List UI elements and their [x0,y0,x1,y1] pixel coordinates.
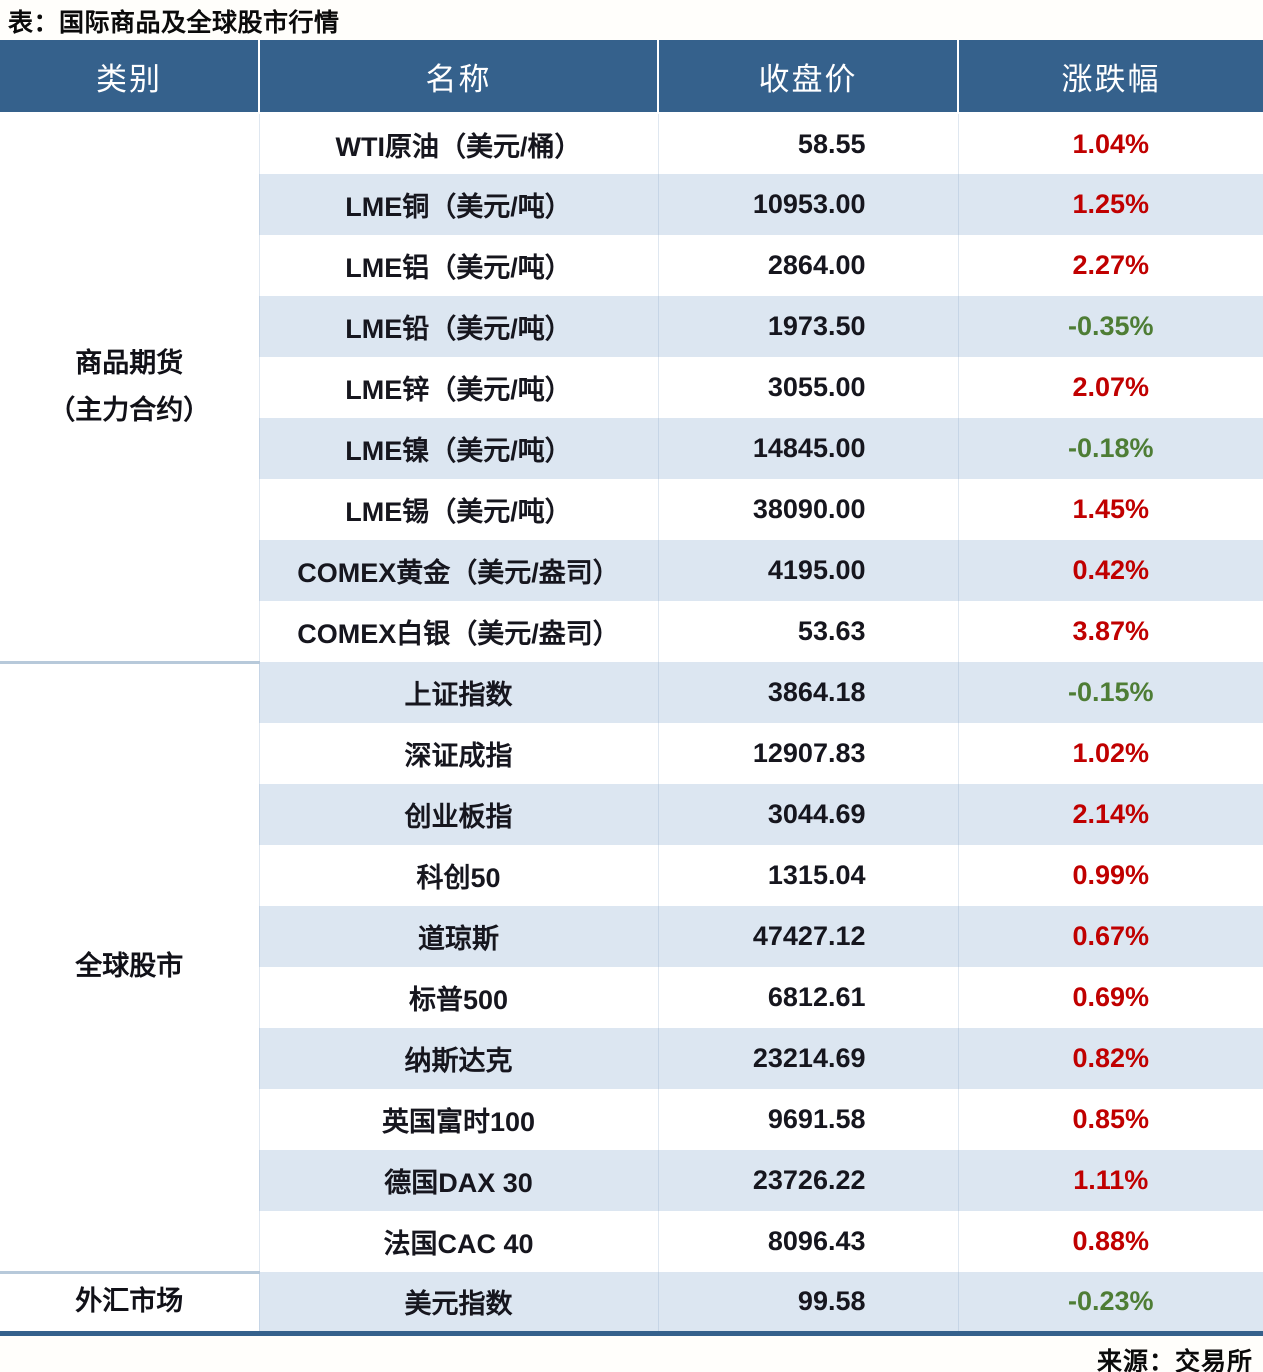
header-row: 类别 名称 收盘价 涨跌幅 [0,40,1263,114]
category-cell: 商品期货 （主力合约） [0,113,259,662]
change-percent-cell: 1.02% [957,723,1263,784]
close-price-cell: 99.58 [657,1272,958,1336]
table-row: 外汇市场 美元指数 99.58 -0.23% [0,1270,1263,1336]
column-header-name: 名称 [259,40,659,114]
table-row: LME铝（美元/吨） 2864.00 2.27% [0,235,1263,296]
instrument-name-cell: 科创50 [258,845,658,906]
close-price-cell: 10953.00 [657,174,958,235]
table-row: 纳斯达克 23214.69 0.82% [0,1028,1263,1089]
instrument-name-cell: 创业板指 [258,784,658,845]
category-cell: 全球股市 [0,660,259,1272]
close-price-cell: 1315.04 [657,845,958,906]
close-price-cell: 38090.00 [657,479,958,540]
instrument-name-cell: LME铝（美元/吨） [258,235,658,296]
change-percent-cell: 2.07% [957,357,1263,418]
source-note: 来源：交易所 [1096,1347,1253,1372]
instrument-name-cell: COMEX白银（美元/盎司） [258,601,658,662]
close-price-cell: 4195.00 [657,540,958,601]
close-price-cell: 3055.00 [657,357,958,418]
close-price-cell: 3864.18 [657,662,958,723]
table-row: 标普500 6812.61 0.69% [0,967,1263,1028]
category-label-line: 外汇市场 [75,1286,184,1317]
change-percent-cell: 1.11% [957,1150,1263,1211]
change-percent-cell: 3.87% [957,601,1263,662]
table-row: 德国DAX 30 23726.22 1.11% [0,1150,1263,1211]
category-label-line: （主力合约） [48,395,211,426]
instrument-name-cell: COMEX黄金（美元/盎司） [258,540,658,601]
market-quotes-table: 类别 名称 收盘价 涨跌幅 商品期货 （主力合约） WTI原油（美元/桶） 58.55… [0,40,1263,1336]
instrument-name-cell: LME铅（美元/吨） [258,296,658,357]
instrument-name-cell: 纳斯达克 [258,1028,658,1089]
instrument-name-cell: LME锡（美元/吨） [258,479,658,540]
instrument-name-cell: LME锌（美元/吨） [258,357,658,418]
instrument-name-cell: 美元指数 [258,1272,658,1336]
close-price-cell: 23214.69 [657,1028,958,1089]
column-header-category: 类别 [0,40,260,114]
table-header: 类别 名称 收盘价 涨跌幅 [0,40,1263,114]
table-row: 创业板指 3044.69 2.14% [0,784,1263,845]
change-percent-cell: 2.14% [957,784,1263,845]
category-label-line: 全球股市 [75,951,184,982]
table-row: 商品期货 （主力合约） WTI原油（美元/桶） 58.55 1.04% [0,113,1263,662]
table-row: 全球股市 上证指数 3864.18 -0.15% [0,660,1263,1272]
instrument-name-cell: 英国富时100 [258,1089,658,1150]
table-row: COMEX白银（美元/盎司） 53.63 3.87% [0,601,1263,662]
table-row: LME铜（美元/吨） 10953.00 1.25% [0,174,1263,235]
close-price-cell: 1973.50 [657,296,958,357]
change-percent-cell: -0.35% [957,296,1263,357]
change-percent-cell: 0.69% [957,967,1263,1028]
instrument-name-cell: 深证成指 [258,723,658,784]
close-price-cell: 53.63 [657,601,958,662]
category-cell: 外汇市场 [0,1270,259,1336]
instrument-name-cell: 标普500 [258,967,658,1028]
table-row: 科创50 1315.04 0.99% [0,845,1263,906]
table-row: COMEX黄金（美元/盎司） 4195.00 0.42% [0,540,1263,601]
instrument-name-cell: WTI原油（美元/桶） [258,113,658,174]
table-row: LME镍（美元/吨） 14845.00 -0.18% [0,418,1263,479]
change-percent-cell: 0.85% [957,1089,1263,1150]
table-row: LME铅（美元/吨） 1973.50 -0.35% [0,296,1263,357]
change-percent-cell: -0.18% [957,418,1263,479]
table-row: 道琼斯 47427.12 0.67% [0,906,1263,967]
instrument-name-cell: LME铜（美元/吨） [258,174,658,235]
close-price-cell: 47427.12 [657,906,958,967]
close-price-cell: 6812.61 [657,967,958,1028]
close-price-cell: 9691.58 [657,1089,958,1150]
column-header-change: 涨跌幅 [958,40,1263,114]
change-percent-cell: 1.45% [957,479,1263,540]
table-row: LME锌（美元/吨） 3055.00 2.07% [0,357,1263,418]
close-price-cell: 23726.22 [657,1150,958,1211]
instrument-name-cell: LME镍（美元/吨） [258,418,658,479]
instrument-name-cell: 法国CAC 40 [258,1211,658,1272]
change-percent-cell: -0.15% [957,662,1263,723]
change-percent-cell: 0.99% [957,845,1263,906]
close-price-cell: 2864.00 [657,235,958,296]
close-price-cell: 3044.69 [657,784,958,845]
page-title: 表：国际商品及全球股市行情 [8,9,340,37]
table-body: 商品期货 （主力合约） WTI原油（美元/桶） 58.55 1.04% LME铜（美元/吨… [0,113,1263,1336]
change-percent-cell: 2.27% [957,235,1263,296]
instrument-name-cell: 德国DAX 30 [258,1150,658,1211]
change-percent-cell: 1.25% [957,174,1263,235]
table-row: LME锡（美元/吨） 38090.00 1.45% [0,479,1263,540]
change-percent-cell: 0.42% [957,540,1263,601]
column-header-close: 收盘价 [658,40,959,114]
category-label-line: 商品期货 [75,348,184,378]
instrument-name-cell: 上证指数 [258,662,658,723]
close-price-cell: 12907.83 [657,723,958,784]
change-percent-cell: 0.88% [957,1211,1263,1272]
close-price-cell: 8096.43 [657,1211,958,1272]
change-percent-cell: 0.82% [957,1028,1263,1089]
instrument-name-cell: 道琼斯 [258,906,658,967]
change-percent-cell: 0.67% [957,906,1263,967]
table-row: 英国富时100 9691.58 0.85% [0,1089,1263,1150]
close-price-cell: 58.55 [657,113,958,174]
table-row: 深证成指 12907.83 1.02% [0,723,1263,784]
change-percent-cell: -0.23% [957,1272,1263,1336]
table-row: 法国CAC 40 8096.43 0.88% [0,1211,1263,1272]
change-percent-cell: 1.04% [957,113,1263,174]
close-price-cell: 14845.00 [657,418,958,479]
